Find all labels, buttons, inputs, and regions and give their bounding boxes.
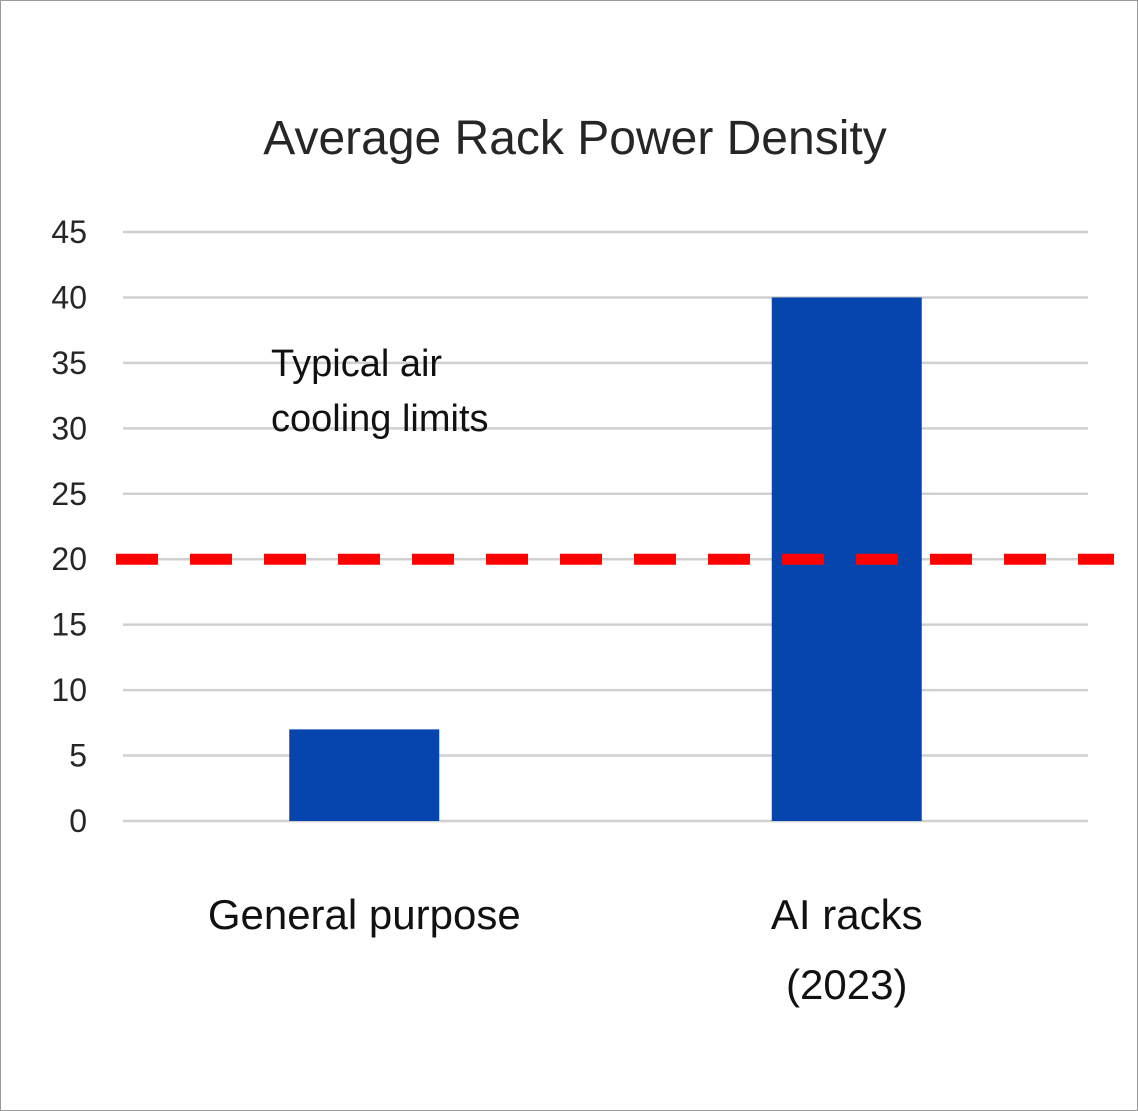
reference-line-annotation: Typical air cooling limits: [271, 343, 489, 440]
bar-1: [289, 729, 440, 821]
chart-title: Average Rack Power Density: [263, 112, 886, 165]
y-tick-label: 45: [51, 214, 87, 250]
y-axis-ticks: 0 5 10 15 20 25 30 35 40 45: [51, 214, 87, 839]
x-axis-categories: General purpose AI racks (2023): [208, 891, 923, 1008]
x-category-label: General purpose: [208, 891, 521, 938]
y-tick-label: 15: [51, 607, 87, 643]
reference-line-label-line: cooling limits: [271, 398, 489, 440]
y-tick-label: 5: [69, 738, 87, 774]
y-tick-label: 10: [51, 672, 87, 708]
x-category-label-line: (2023): [786, 961, 907, 1008]
y-tick-label: 30: [51, 410, 87, 446]
y-tick-label: 40: [51, 279, 87, 315]
reference-line-label: Typical air cooling limits: [271, 343, 489, 440]
y-tick-label: 20: [51, 541, 87, 577]
y-tick-label: 35: [51, 345, 87, 381]
y-tick-label: 0: [69, 803, 87, 839]
gridlines: [123, 230, 1088, 823]
x-category-label-line: General purpose: [208, 891, 521, 938]
x-category-label-line: AI racks: [771, 891, 923, 938]
reference-line-label-line: Typical air: [271, 343, 442, 385]
x-category-label: AI racks (2023): [771, 891, 923, 1008]
y-tick-label: 25: [51, 476, 87, 512]
